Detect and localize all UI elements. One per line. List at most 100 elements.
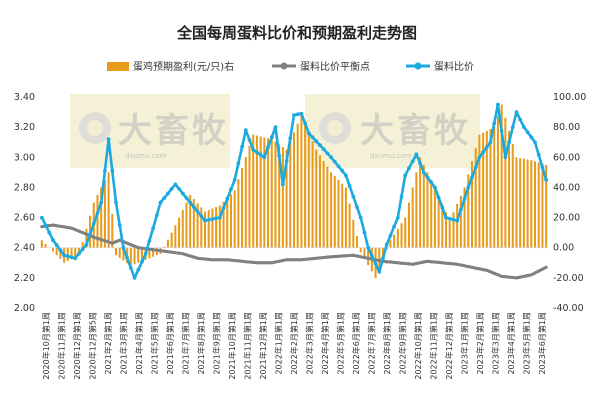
- bar-profit: [393, 234, 396, 248]
- ratio-point: [347, 184, 352, 188]
- ratio-point: [429, 180, 434, 185]
- ratio-point: [195, 209, 200, 214]
- breakeven-point: [488, 270, 493, 274]
- y-right-tick-label: 100.00: [553, 92, 586, 103]
- x-tick-label: 2022年8月第1周: [382, 312, 392, 375]
- bar-profit: [252, 134, 255, 248]
- bar-profit: [330, 172, 333, 248]
- ratio-point: [536, 152, 541, 157]
- ratio-point: [192, 205, 196, 209]
- ratio-point: [525, 130, 530, 135]
- svg-text:大: 大: [118, 111, 152, 151]
- x-tick-label: 2022年5月第1周: [336, 312, 346, 375]
- x-tick-label: 2022年12月第1周: [444, 312, 454, 380]
- breakeven-point: [303, 257, 307, 261]
- breakeven-point: [285, 258, 289, 262]
- bar-profit: [292, 132, 296, 248]
- breakeven-point: [181, 252, 185, 256]
- breakeven-point: [281, 258, 285, 263]
- ratio-point: [462, 196, 467, 201]
- breakeven-point: [355, 254, 359, 258]
- ratio-point: [84, 242, 89, 247]
- breakeven-point: [251, 260, 255, 264]
- bar-profit: [200, 207, 203, 248]
- bar-profit: [341, 183, 344, 248]
- breakeven-point: [40, 225, 44, 229]
- breakeven-point: [526, 274, 530, 278]
- bar-profit: [55, 247, 58, 256]
- breakeven-point: [277, 259, 281, 263]
- breakeven-point: [236, 259, 240, 263]
- ratio-point: [240, 144, 245, 149]
- ratio-point: [436, 195, 441, 200]
- bar-profit: [348, 203, 351, 248]
- breakeven-point: [192, 255, 196, 259]
- ratio-point: [492, 121, 497, 126]
- y-left-tick-label: 3.00: [14, 152, 35, 163]
- ratio-point: [40, 215, 44, 220]
- ratio-point: [158, 200, 163, 205]
- bar-profit: [255, 135, 258, 248]
- x-tick-label: 2023年6月第1周: [537, 312, 547, 375]
- ratio-point: [77, 251, 81, 256]
- ratio-point: [399, 194, 404, 199]
- bar-profit: [300, 115, 303, 248]
- breakeven-point: [162, 249, 166, 253]
- bar-profit: [96, 194, 99, 248]
- ratio-point: [510, 125, 515, 129]
- ratio-point: [47, 230, 52, 235]
- ratio-point: [344, 173, 348, 178]
- svg-text:牧: 牧: [192, 111, 227, 151]
- ratio-point: [106, 137, 111, 142]
- bar-profit: [378, 247, 381, 269]
- ratio-point: [95, 211, 100, 216]
- breakeven-point: [399, 261, 404, 265]
- bar-profit: [419, 157, 422, 248]
- breakeven-point: [310, 257, 315, 261]
- breakeven-point: [55, 224, 59, 228]
- breakeven-point: [158, 249, 163, 253]
- ratio-point: [132, 276, 137, 280]
- ratio-point: [284, 159, 289, 164]
- bar-profit: [522, 158, 525, 248]
- breakeven-point: [155, 248, 159, 252]
- breakeven-point: [385, 260, 389, 264]
- breakeven-point: [218, 258, 222, 262]
- breakeven-point: [518, 275, 522, 279]
- ratio-point: [303, 121, 307, 126]
- bar-profit: [519, 158, 522, 248]
- breakeven-point: [288, 258, 292, 262]
- x-tick-label: 2022年10月第1周: [413, 312, 423, 380]
- ratio-point: [362, 230, 367, 235]
- bar-profit: [285, 149, 288, 248]
- bar-profit: [129, 247, 132, 266]
- bar-profit: [274, 141, 277, 248]
- breakeven-point: [388, 260, 392, 264]
- bar-profit: [511, 144, 514, 248]
- y-right-tick-label: -40.00: [553, 303, 584, 314]
- breakeven-point: [529, 273, 533, 277]
- bar-profit: [289, 141, 292, 248]
- ratio-point: [243, 128, 248, 133]
- ratio-point: [384, 242, 389, 247]
- ratio-point: [336, 164, 341, 169]
- x-tick-label: 2021年6月第1周: [165, 312, 175, 375]
- bar-profit: [474, 147, 477, 248]
- breakeven-point: [377, 258, 381, 263]
- breakeven-point: [196, 256, 200, 260]
- x-tick-label: 2023年5月第1周: [522, 312, 532, 375]
- bar-profit: [281, 147, 284, 248]
- bar-profit: [504, 117, 507, 248]
- breakeven-point: [544, 265, 548, 269]
- breakeven-point: [77, 229, 81, 233]
- ratio-point: [269, 135, 274, 140]
- bar-profit: [411, 187, 414, 248]
- ratio-point: [91, 221, 96, 226]
- breakeven-point: [533, 271, 537, 275]
- ratio-point: [418, 161, 422, 166]
- bar-profit: [489, 129, 492, 248]
- ratio-point: [522, 125, 526, 129]
- bar-profit: [229, 194, 232, 248]
- breakeven-point: [492, 271, 496, 275]
- bar-profit: [85, 228, 88, 248]
